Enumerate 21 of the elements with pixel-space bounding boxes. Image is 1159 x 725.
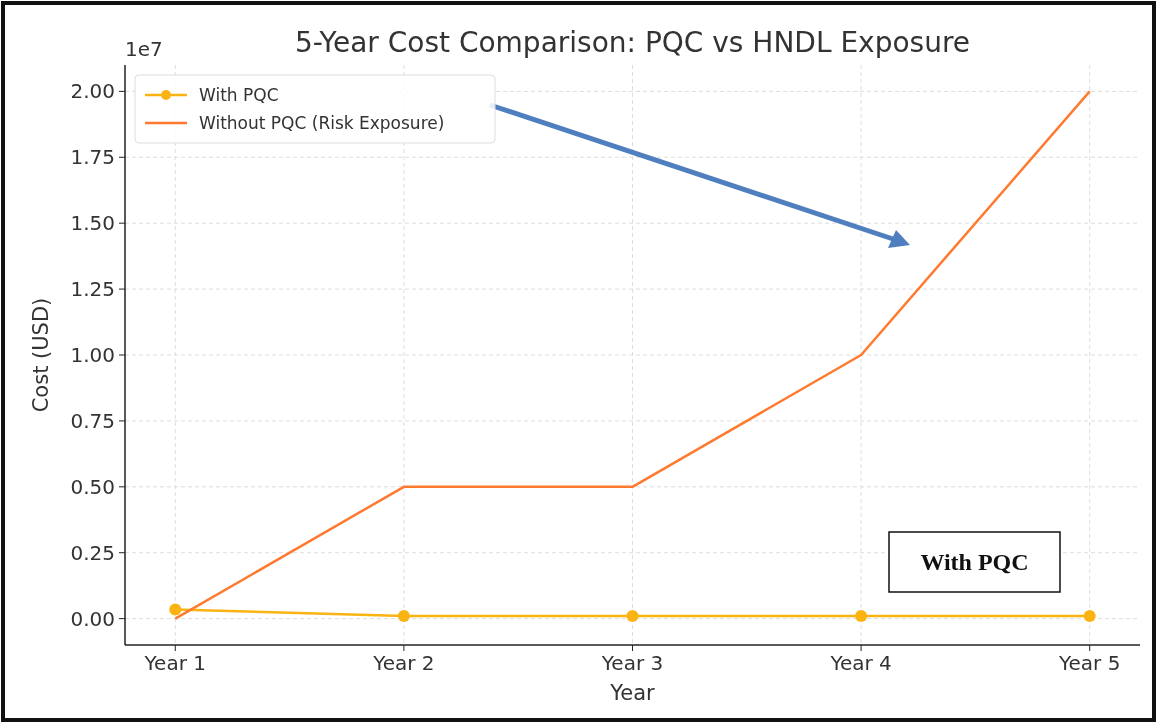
text: 1e7 bbox=[125, 37, 163, 61]
y-tick-label: 1.75 bbox=[70, 145, 115, 170]
x-tick-label: Year 5 bbox=[1057, 651, 1121, 675]
legend-label: Without PQC (Risk Exposure) bbox=[199, 112, 445, 133]
y-tick-label: 0.75 bbox=[70, 408, 115, 433]
x-tick-label: Year 2 bbox=[372, 651, 435, 675]
x-tick-label: Year 1 bbox=[143, 651, 207, 675]
y-tick-label: 1.25 bbox=[70, 277, 115, 302]
x-axis-title: Year bbox=[609, 681, 656, 705]
y-axis-title: Cost (USD) bbox=[29, 297, 53, 413]
y-tick-label: 2.00 bbox=[70, 79, 115, 104]
y-tick-label: 0.50 bbox=[70, 474, 115, 499]
x-tick-label: Year 4 bbox=[829, 651, 892, 675]
y-tick-label: 1.50 bbox=[70, 211, 115, 236]
x-tick-label: Year 3 bbox=[600, 651, 664, 675]
y-tick-label: 0.25 bbox=[70, 540, 115, 565]
y-tick-label: 0.00 bbox=[70, 606, 115, 631]
y-tick-label: 1.00 bbox=[70, 343, 115, 367]
chart-title: 5-Year Cost Comparison: PQC vs HNDL Exposure bbox=[294, 26, 971, 59]
annotation: With PQC bbox=[920, 549, 1029, 575]
legend-label: With PQC bbox=[199, 84, 279, 105]
